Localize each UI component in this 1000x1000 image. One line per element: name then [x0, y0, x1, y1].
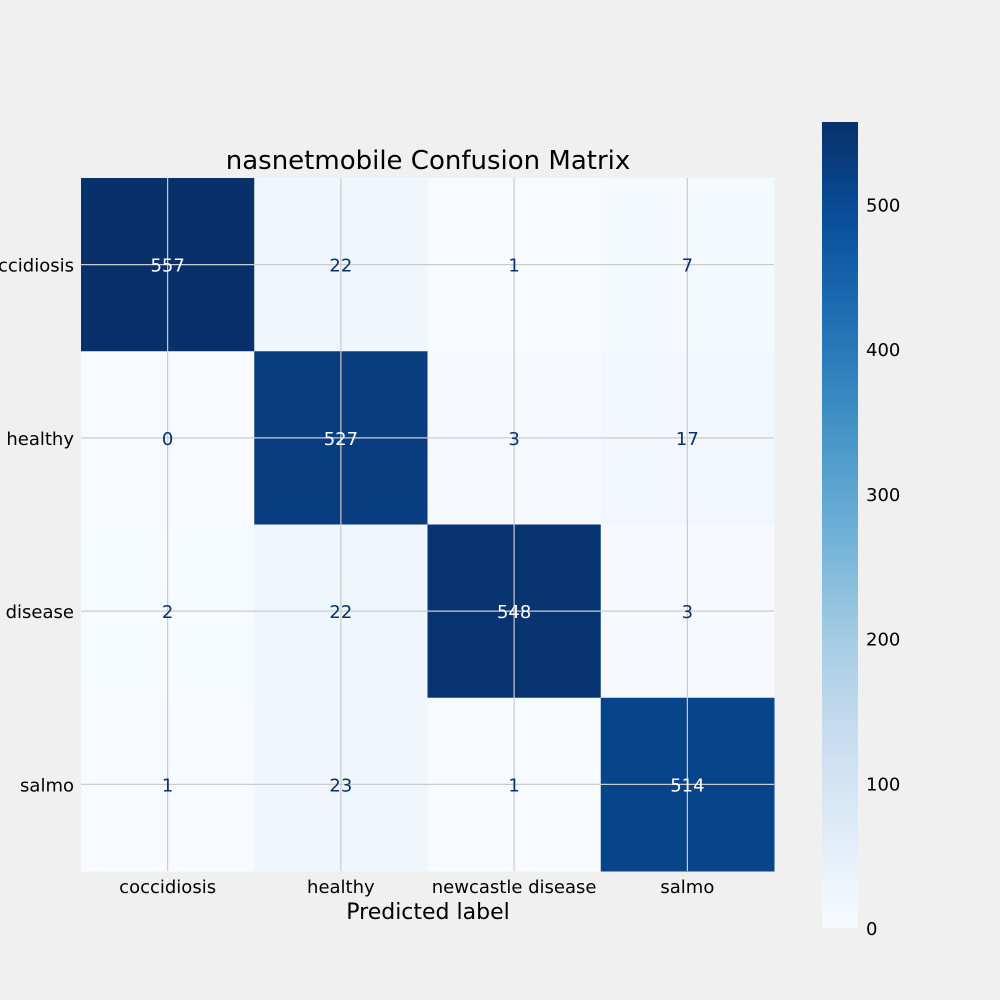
x-axis-label: Predicted label: [346, 900, 509, 925]
cell-value-label: 3: [682, 602, 693, 623]
cell-value-label: 548: [497, 602, 531, 623]
cell-value-label: 1: [508, 256, 519, 277]
axes: coccidiosis healthy newcastle disease salmo…: [0, 256, 714, 898]
cell-value-label: 514: [670, 775, 704, 796]
cell-value-label: 22: [329, 256, 352, 277]
x-tick-label: newcastle disease: [432, 877, 597, 898]
colorbar-tick-label: 200: [866, 630, 900, 651]
y-tick-label: salmo: [20, 775, 74, 796]
cell-value-labels: 557 22 1 70 527 3 172 22 548 31 23 1 514: [150, 256, 704, 797]
cell-value-label: 23: [329, 775, 352, 796]
cell-value-label: 1: [508, 775, 519, 796]
heatmap-cells: [81, 178, 775, 872]
y-tick-label: newcastle disease: [0, 602, 74, 623]
colorbar-tick-label: 500: [866, 195, 900, 216]
colorbar-tick-label: 400: [866, 340, 900, 361]
cell-value-label: 0: [162, 429, 173, 450]
x-tick-label: coccidiosis: [119, 877, 216, 898]
x-tick-label: salmo: [660, 877, 714, 898]
y-tick-label: healthy: [6, 429, 74, 450]
colorbar-tick-label: 100: [866, 774, 900, 795]
cell-value-label: 22: [329, 602, 352, 623]
x-tick-label: healthy: [307, 877, 375, 898]
y-tick-label: coccidiosis: [0, 256, 74, 277]
cell-value-label: 557: [150, 256, 184, 277]
cell-value-label: 1: [162, 775, 173, 796]
grid-lines: [81, 178, 774, 871]
cell-value-label: 527: [324, 429, 358, 450]
chart-title: nasnetmobile Confusion Matrix: [226, 146, 631, 176]
colorbar-gradient: [822, 122, 858, 928]
colorbar: 0 100 200 300 400 500: [822, 122, 900, 940]
cell-value-label: 3: [508, 429, 519, 450]
cell-value-label: 17: [676, 429, 699, 450]
colorbar-tick-label: 0: [866, 919, 877, 940]
colorbar-tick-label: 300: [866, 485, 900, 506]
cell-value-label: 7: [682, 256, 693, 277]
cell-value-label: 2: [162, 602, 173, 623]
